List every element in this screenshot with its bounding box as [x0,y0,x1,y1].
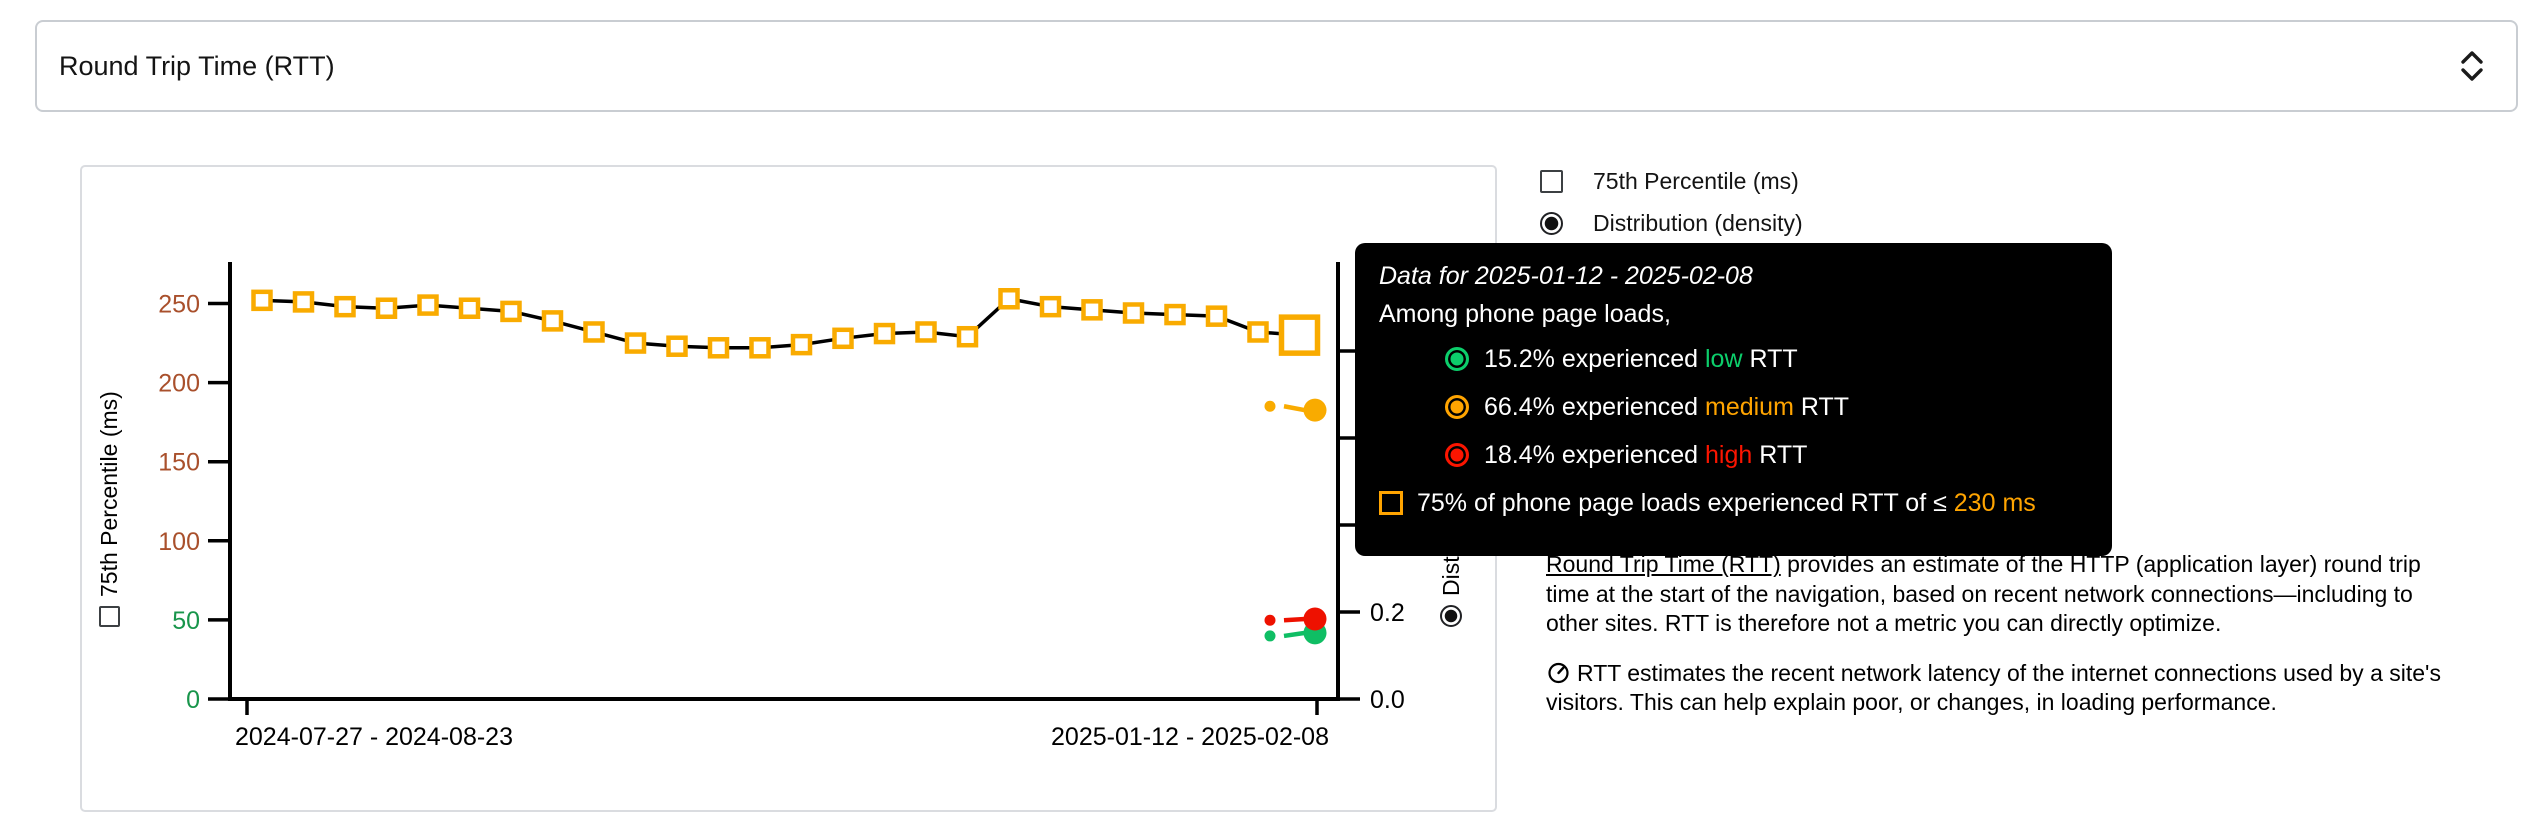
data-point-marker[interactable] [251,289,273,312]
data-point-marker[interactable] [1205,305,1228,327]
x-tick-label-last: 2025-01-12 - 2025-02-08 [1051,723,1329,751]
data-point-marker[interactable] [1164,303,1186,326]
description-paragraph-1: Round Trip Time (RTT) provides an estima… [1546,551,2421,636]
tooltip-row-low: 15.2% experienced low RTT [1445,335,2088,383]
y-left-tick-label: 150 [158,449,200,477]
density-line-low [1283,630,1306,639]
y-left-tick-label: 100 [158,528,200,556]
highlighted-data-point-marker[interactable] [1278,314,1321,356]
data-point-marker[interactable] [832,327,854,350]
data-point-marker[interactable] [1039,295,1062,318]
chart-card: 0501001502002500.00.20.40.60.82024-07-27… [80,165,1497,812]
data-point-marker[interactable] [375,297,398,319]
y-right-tick-label: 0.2 [1370,599,1405,627]
density-point-low[interactable] [1264,630,1276,642]
y-right-tick-label: 0.0 [1370,686,1405,714]
data-point-marker[interactable] [417,294,439,316]
chart-tooltip: Data for 2025-01-12 - 2025-02-08 Among p… [1355,243,2112,556]
y-left-tick-label: 250 [158,291,200,319]
tooltip-subtitle: Among phone page loads, [1379,300,1671,328]
data-point-marker[interactable] [541,310,564,332]
y-left-tick-label: 0 [186,686,200,714]
y-axis-left-title: 75th Percentile (ms) [96,335,123,627]
distribution-radio[interactable] [1540,212,1563,235]
density-line-medium [1283,404,1306,413]
density-point-high-highlighted[interactable] [1303,607,1327,631]
metric-description: Round Trip Time (RTT) provides an estima… [1546,550,2454,718]
data-point-marker[interactable] [334,295,356,318]
data-point-marker[interactable] [956,325,979,348]
data-point-marker[interactable] [707,337,730,359]
density-line-high [1283,616,1306,623]
description-paragraph-2: RTT estimates the recent network latency… [1546,659,2441,716]
density-point-high[interactable] [1264,614,1276,626]
data-point-marker[interactable] [915,321,937,343]
data-point-marker[interactable] [1081,299,1103,321]
metric-selector-label: Round Trip Time (RTT) [59,50,335,81]
density-point-medium-highlighted[interactable] [1303,398,1327,422]
high-dot-icon [1445,443,1469,467]
tooltip-row-threshold: 75% of phone page loads experienced RTT … [1379,479,2088,527]
low-dot-icon [1445,347,1469,371]
data-point-marker[interactable] [666,335,688,357]
tooltip-row-medium: 66.4% experienced medium RTT [1445,383,2088,431]
legend-item-percentile[interactable]: 75th Percentile (ms) [1540,168,1803,195]
y-left-tick-label: 200 [158,370,200,398]
rtt-timeseries-chart: 0501001502002500.00.20.40.60.82024-07-27… [158,262,1405,751]
density-point-medium[interactable] [1264,400,1276,412]
tooltip-row-high: 18.4% experienced high RTT [1445,431,2088,479]
data-point-marker[interactable] [749,337,771,359]
metric-selector-dropdown[interactable]: Round Trip Time (RTT) [35,20,2518,112]
gauge-icon [1548,662,1569,683]
distribution-radio-label: Distribution (density) [1593,210,1803,236]
data-point-marker[interactable] [1247,321,1269,343]
medium-dot-icon [1445,395,1469,419]
percentile-checkbox-label: 75th Percentile (ms) [1593,168,1799,194]
y-axis-left-title-text: 75th Percentile (ms) [96,391,122,597]
data-point-marker[interactable] [500,300,522,323]
y-left-tick-label: 50 [172,607,200,635]
tooltip-title: Data for 2025-01-12 - 2025-02-08 [1379,262,1753,290]
data-point-marker[interactable] [583,321,605,343]
percentile-square-icon [1379,491,1403,515]
legend-item-distribution[interactable]: Distribution (density) [1540,210,1803,237]
data-point-marker[interactable] [873,322,896,345]
data-point-marker[interactable] [458,297,481,319]
data-point-marker[interactable] [790,333,813,356]
data-point-marker[interactable] [998,288,1020,310]
data-point-marker[interactable] [292,291,315,313]
checkbox-glyph-icon [99,606,120,627]
unfold-more-icon [2461,51,2483,81]
data-point-marker[interactable] [624,332,647,354]
data-point-marker[interactable] [1122,302,1145,324]
series-legend: 75th Percentile (ms) Distribution (densi… [1540,168,1803,237]
radio-glyph-icon [1440,605,1463,627]
percentile-checkbox[interactable] [1540,170,1563,193]
x-tick-label-first: 2024-07-27 - 2024-08-23 [235,723,513,751]
